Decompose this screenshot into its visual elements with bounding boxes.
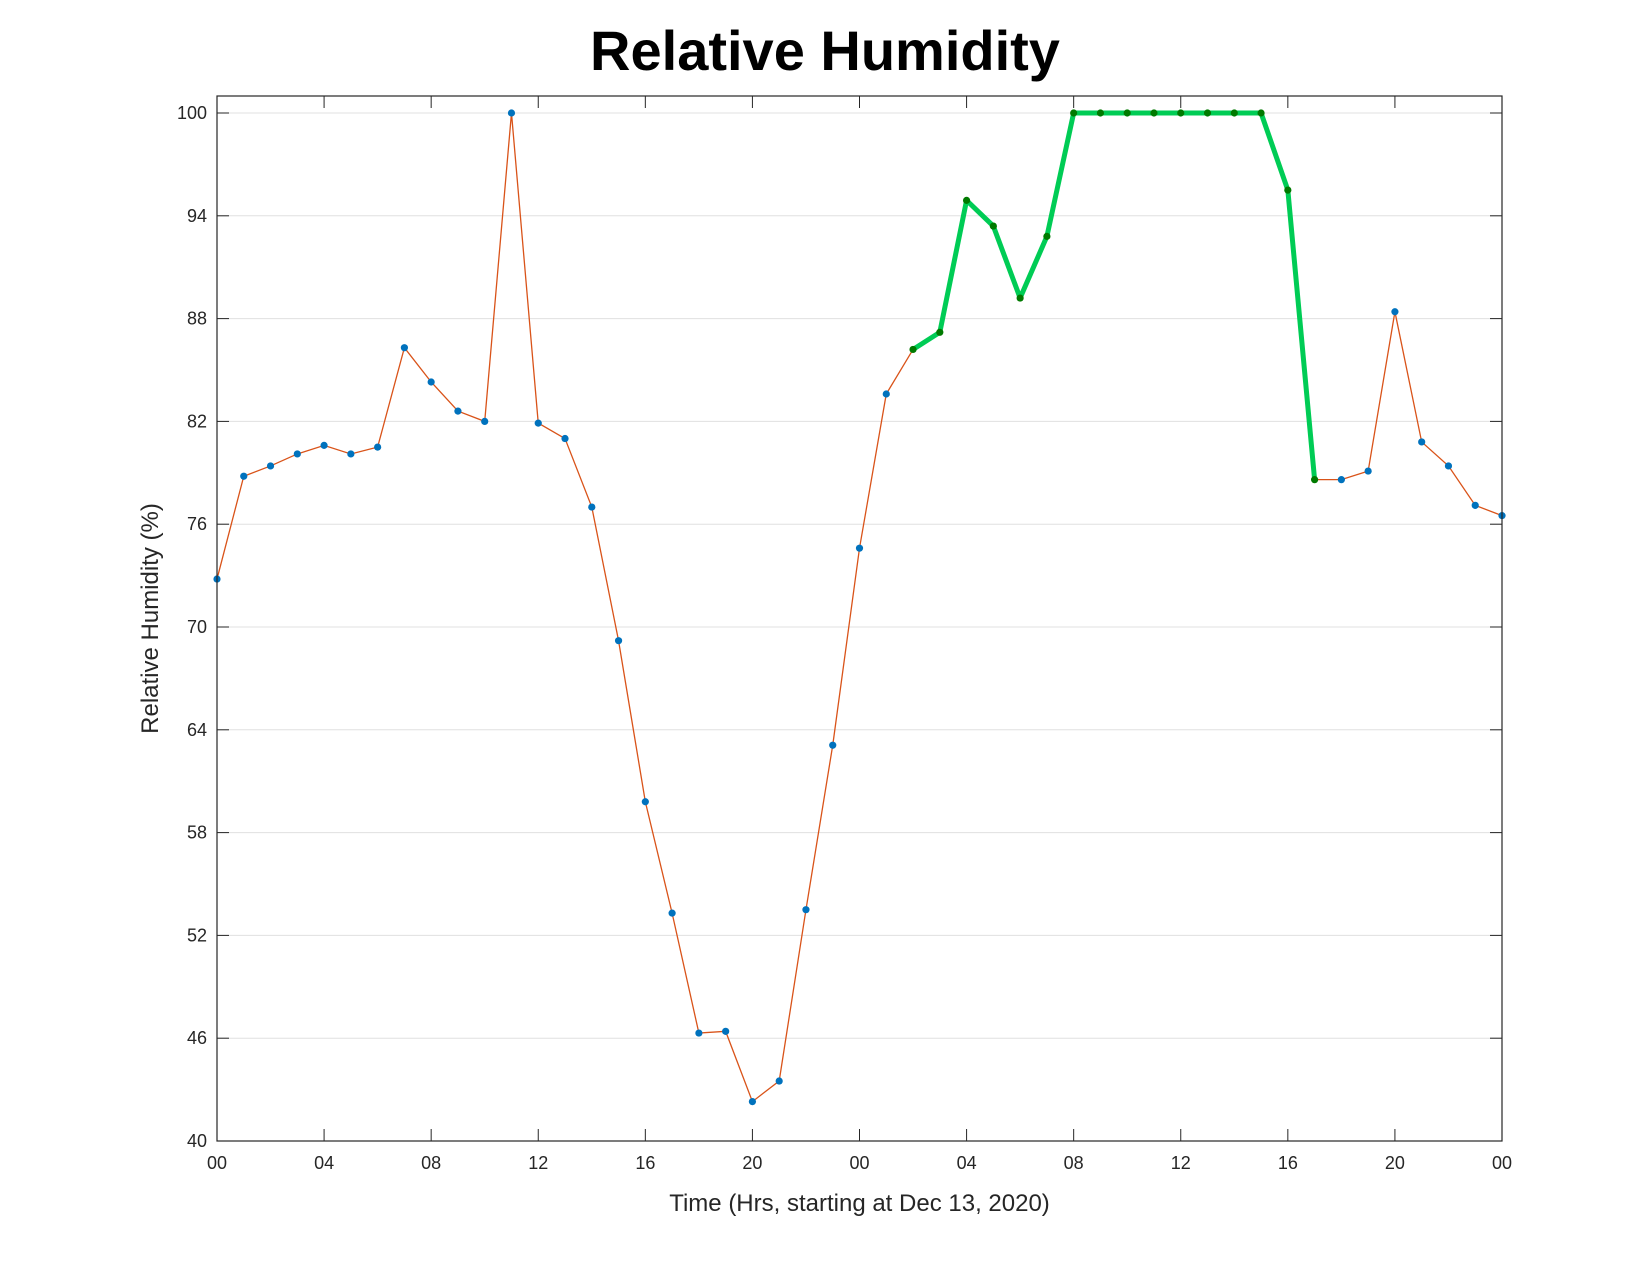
data-point [400,344,408,352]
y-tick-label: 64 [187,720,207,740]
highlighted-data-point [936,328,944,336]
x-tick-label: 16 [635,1153,655,1173]
data-point [802,906,810,914]
data-point [1364,467,1372,475]
highlighted-data-point [962,196,971,204]
data-point [748,1097,757,1106]
x-tick-label: 12 [528,1153,548,1173]
data-point [588,503,596,511]
data-point [534,419,542,427]
data-point [641,798,649,806]
highlighted-data-point [1016,294,1024,302]
data-point [561,434,569,443]
data-point [1391,308,1399,316]
chart-title: Relative Humidity [590,19,1060,82]
data-point [427,378,435,386]
y-axis-label: Relative Humidity (%) [137,503,164,734]
x-tick-label: 08 [1064,1153,1084,1173]
data-point [614,637,623,645]
x-tick-label: 00 [207,1153,227,1173]
x-tick-label: 00 [1492,1153,1512,1173]
y-tick-label: 82 [187,411,207,431]
highlighted-data-point [1043,232,1051,240]
x-tick-label: 20 [1385,1153,1405,1173]
data-point [507,109,516,117]
highlighted-data-point [1311,476,1319,484]
highlighted-data-point [1123,109,1131,117]
x-tick-label: 16 [1278,1153,1298,1173]
series-layer [216,112,1503,1103]
highlighted-data-point [1096,109,1105,117]
tick-layer: 40 46 52 58 64 70 76 82 88 94 100 00 04 08 12 16 20 00 04 0… [177,96,1512,1173]
highlighted-series-segment [911,110,1318,480]
y-tick-label: 94 [187,206,207,226]
data-point [855,544,864,552]
data-point [266,462,275,470]
data-point [374,443,382,451]
humidity-series-line [216,112,1503,1103]
highlighted-data-point [1230,109,1238,117]
y-tick-label: 46 [187,1028,207,1048]
x-tick-label: 12 [1171,1153,1191,1173]
plot-frame [216,95,1503,1142]
y-tick-label: 76 [187,514,207,534]
x-tick-label: 20 [742,1153,762,1173]
data-point [695,1029,703,1037]
marker-layer [213,109,1506,1106]
data-point [668,909,676,917]
y-tick-label: 58 [187,823,207,843]
x-axis-label: Time (Hrs, starting at Dec 13, 2020) [669,1190,1050,1217]
data-point [1444,462,1453,470]
x-tick-label: 08 [421,1153,441,1173]
data-point [1471,501,1479,509]
highlighted-data-point [989,222,997,230]
x-tick-label: 00 [849,1153,869,1173]
highlighted-data-point [1284,186,1292,194]
highlighted-data-point [1177,109,1185,117]
highlighted-data-point [1150,109,1158,117]
highlight-layer [911,110,1318,480]
data-point [722,1027,730,1035]
highlighted-data-point [1203,109,1212,117]
y-tick-label: 88 [187,309,207,329]
data-point [829,741,837,749]
data-point [293,450,301,458]
data-point [454,407,462,415]
y-tick-label: 52 [187,925,207,945]
grid-layer [217,112,1502,1039]
data-point [775,1077,783,1085]
y-tick-label: 40 [187,1131,207,1151]
highlighted-data-point [909,345,917,354]
highlighted-data-point [1257,109,1265,117]
data-point [320,441,328,449]
data-point [882,390,890,398]
x-tick-label: 04 [314,1153,334,1173]
data-point [240,472,248,480]
y-tick-label: 70 [187,617,207,637]
highlighted-data-point [1070,109,1078,117]
data-point [481,417,489,425]
data-point [347,450,355,458]
x-tick-label: 04 [957,1153,977,1173]
data-point [1418,438,1426,446]
data-point [1337,476,1345,484]
y-tick-label: 100 [177,103,207,123]
